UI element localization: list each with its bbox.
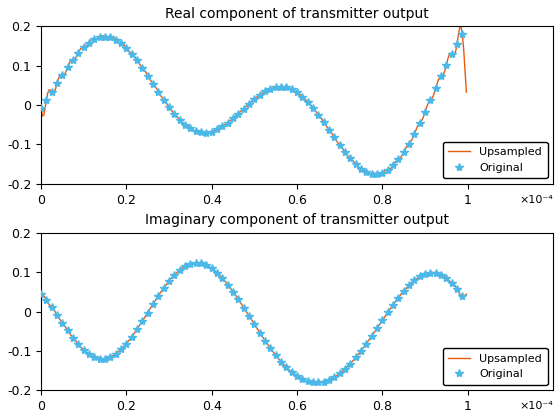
Original: [310, 105, 316, 110]
Original: [320, 379, 327, 384]
Text: ×10⁻⁴: ×10⁻⁴: [519, 195, 553, 205]
Original: [459, 294, 466, 299]
Line: Original: Original: [37, 30, 466, 178]
Original: [422, 271, 428, 276]
Upsampled: [99, 356, 106, 361]
Upsampled: [458, 24, 464, 29]
Legend: Upsampled, Original: Upsampled, Original: [442, 348, 548, 385]
Upsampled: [414, 276, 421, 281]
Original: [293, 373, 300, 378]
Upsampled: [258, 92, 264, 97]
Upsampled: [463, 291, 470, 297]
Upsampled: [390, 302, 396, 307]
Original: [374, 171, 380, 176]
Line: Upsampled: Upsampled: [41, 263, 466, 383]
Legend: Upsampled, Original: Upsampled, Original: [442, 142, 548, 178]
Upsampled: [99, 33, 106, 38]
Original: [225, 120, 231, 125]
Title: Real component of transmitter output: Real component of transmitter output: [165, 7, 429, 21]
Upsampled: [346, 362, 352, 368]
Upsampled: [388, 165, 395, 170]
Original: [38, 106, 44, 111]
Upsampled: [314, 380, 320, 385]
Upsampled: [194, 260, 200, 265]
Upsampled: [338, 144, 344, 149]
Line: Original: Original: [37, 259, 466, 387]
Title: Imaginary component of transmitter output: Imaginary component of transmitter outpu…: [145, 213, 449, 228]
Upsampled: [375, 172, 382, 177]
Original: [288, 87, 295, 92]
Original: [230, 289, 236, 294]
Original: [315, 380, 322, 385]
Original: [337, 371, 343, 376]
Line: Upsampled: Upsampled: [41, 26, 466, 174]
Upsampled: [343, 152, 350, 157]
Text: ×10⁻⁴: ×10⁻⁴: [519, 402, 553, 411]
Upsampled: [38, 106, 44, 111]
Original: [299, 377, 306, 382]
Upsampled: [259, 334, 266, 339]
Original: [38, 291, 44, 296]
Upsampled: [412, 128, 419, 133]
Original: [459, 32, 466, 37]
Original: [326, 127, 333, 132]
Original: [293, 90, 300, 95]
Original: [416, 121, 423, 126]
Original: [192, 260, 199, 265]
Upsampled: [463, 89, 470, 94]
Upsampled: [340, 368, 347, 373]
Upsampled: [38, 291, 44, 296]
